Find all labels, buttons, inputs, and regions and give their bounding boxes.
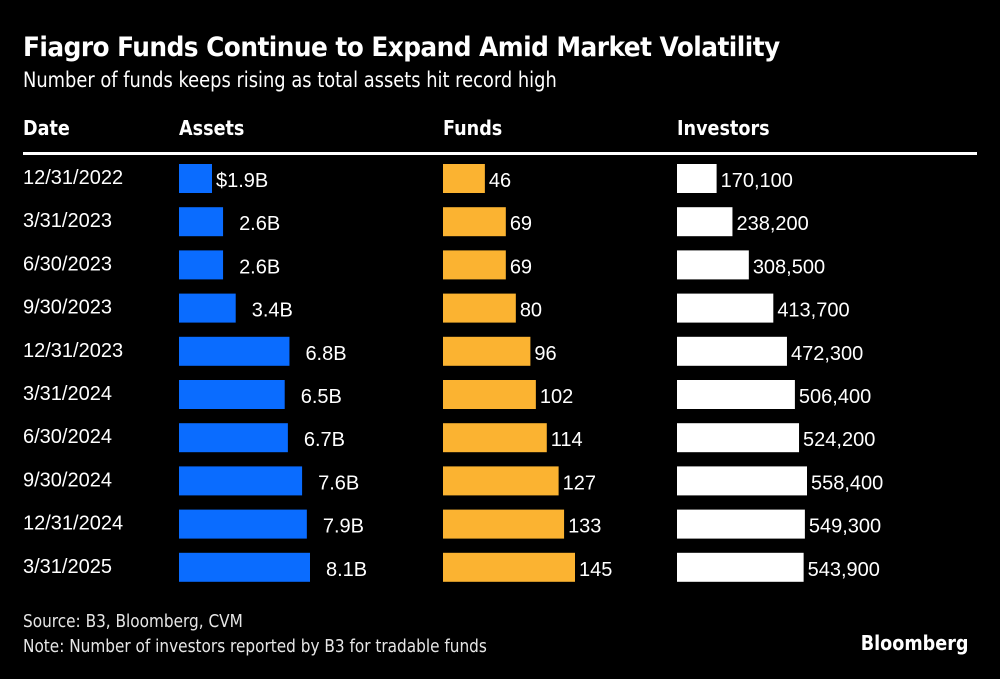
- assets-bar: [179, 380, 285, 409]
- investors-bar: [677, 552, 804, 582]
- date-label: 6/30/2024: [23, 426, 112, 448]
- source-note: Source: B3, Bloomberg, CVM: [23, 611, 243, 632]
- funds-bar: [443, 552, 575, 582]
- investors-bar: [677, 207, 733, 237]
- column-header-assets: Assets: [179, 116, 245, 140]
- funds-value-label: 69: [510, 213, 532, 235]
- funds-value-label: 69: [510, 256, 532, 278]
- investors-value-label: 170,100: [721, 170, 793, 192]
- assets-value-label: 6.8B: [305, 343, 346, 365]
- investors-value-label: 543,900: [808, 559, 880, 581]
- assets-bar: [179, 423, 288, 453]
- bloomberg-logo: Bloomberg: [860, 631, 968, 655]
- funds-bar: [443, 380, 536, 409]
- date-label: 12/31/2022: [23, 167, 123, 189]
- investors-value-label: 524,200: [803, 429, 875, 451]
- funds-value-label: 102: [540, 386, 573, 408]
- assets-bar: [179, 250, 224, 280]
- date-label: 12/31/2023: [23, 340, 123, 362]
- investors-bar: [677, 380, 795, 409]
- funds-value-label: 133: [568, 516, 601, 538]
- column-header-investors: Investors: [677, 116, 770, 140]
- funds-bar: [443, 164, 485, 193]
- assets-value-label: 7.6B: [318, 472, 359, 494]
- investors-value-label: 506,400: [799, 386, 871, 408]
- assets-value-label: 3.4B: [252, 300, 293, 322]
- funds-bar: [443, 250, 506, 280]
- funds-value-label: 46: [489, 170, 511, 192]
- date-label: 6/30/2023: [23, 253, 112, 275]
- funds-bar: [443, 423, 547, 453]
- investors-value-label: 238,200: [736, 213, 808, 235]
- assets-value-label: 8.1B: [326, 559, 367, 581]
- investors-value-label: 472,300: [791, 343, 863, 365]
- assets-bar: [179, 164, 212, 193]
- date-label: 3/31/2025: [23, 556, 112, 578]
- funds-value-label: 96: [534, 343, 556, 365]
- chart-subtitle: Number of funds keeps rising as total as…: [23, 68, 557, 92]
- assets-value-label: 2.6B: [239, 256, 280, 278]
- date-label: 9/30/2023: [23, 297, 112, 319]
- investors-bar: [677, 336, 787, 366]
- investors-bar: [677, 423, 800, 453]
- assets-value-label: 7.9B: [323, 516, 364, 538]
- funds-value-label: 145: [579, 559, 612, 581]
- date-label: 3/31/2023: [23, 210, 112, 232]
- footnote: Note: Number of investors reported by B3…: [23, 636, 487, 657]
- date-label: 12/31/2024: [23, 513, 123, 535]
- assets-value-label: $1.9B: [216, 170, 268, 192]
- investors-bar: [677, 509, 805, 539]
- funds-bar: [443, 207, 506, 237]
- funds-bar: [443, 466, 559, 496]
- assets-bar: [179, 207, 224, 237]
- investors-bar: [677, 466, 807, 496]
- assets-bar: [179, 336, 290, 366]
- investors-value-label: 558,400: [811, 472, 883, 494]
- assets-value-label: 2.6B: [239, 213, 280, 235]
- investors-value-label: 413,700: [777, 300, 849, 322]
- assets-bar: [179, 509, 307, 539]
- funds-bar: [443, 509, 565, 539]
- investors-value-label: 549,300: [809, 516, 881, 538]
- date-label: 3/31/2024: [23, 383, 112, 405]
- header-divider: [23, 152, 977, 155]
- column-header-funds: Funds: [443, 116, 503, 140]
- assets-bar: [179, 293, 236, 323]
- funds-bar: [443, 336, 531, 366]
- assets-value-label: 6.5B: [301, 386, 342, 408]
- assets-bar: [179, 552, 310, 582]
- date-label: 9/30/2024: [23, 469, 112, 491]
- funds-value-label: 114: [551, 429, 583, 451]
- funds-value-label: 127: [563, 472, 596, 494]
- assets-bar: [179, 466, 303, 496]
- investors-bar: [677, 164, 717, 193]
- column-header-date: Date: [23, 116, 70, 140]
- investors-bar: [677, 293, 774, 323]
- funds-bar: [443, 293, 516, 323]
- funds-value-label: 80: [520, 300, 542, 322]
- investors-bar: [677, 250, 749, 280]
- chart-title: Fiagro Funds Continue to Expand Amid Mar…: [23, 32, 780, 63]
- assets-value-label: 6.7B: [304, 429, 345, 451]
- investors-value-label: 308,500: [753, 256, 825, 278]
